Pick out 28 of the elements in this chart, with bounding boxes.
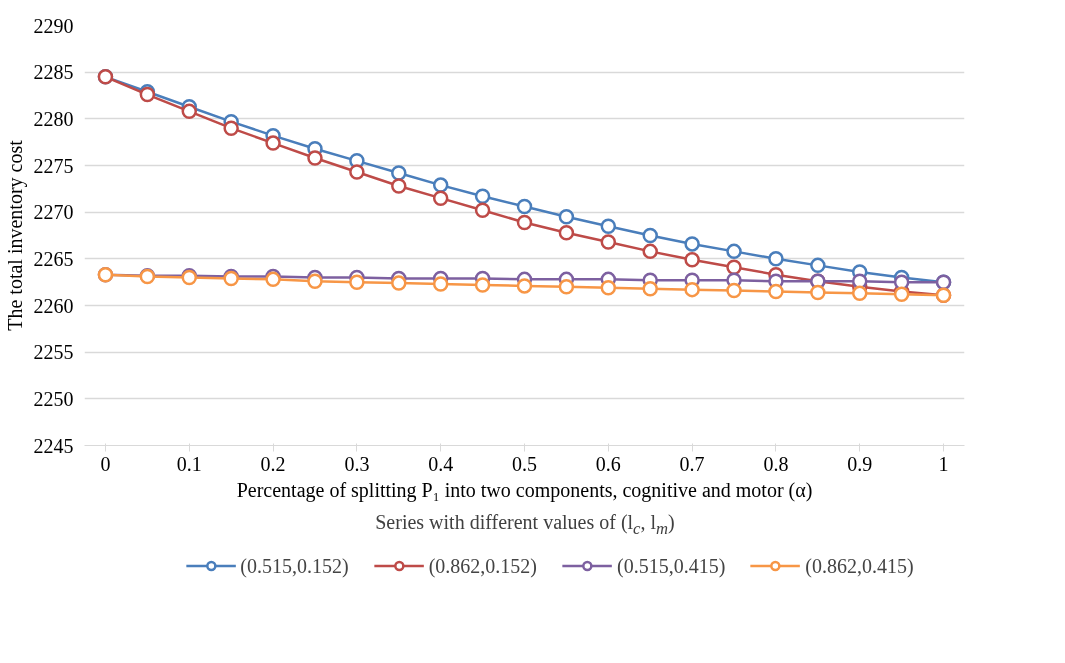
- y-axis-title: The total inventory cost: [3, 139, 27, 331]
- y-tick-label: 2265: [33, 247, 74, 270]
- legend-title: Series with different values of (l$_{c}$, l$_{m}$): [375, 510, 675, 540]
- legend-label: (0.862,0.415): [805, 554, 914, 577]
- x-tick-label: 0.4: [428, 452, 454, 475]
- x-tick-label: 0.9: [847, 452, 873, 475]
- legend-label: (0.862,0.152): [428, 554, 537, 577]
- x-tick-label: 0.1: [176, 452, 202, 475]
- y-tick-label: 2275: [33, 154, 74, 177]
- x-tick-label: 0.2: [260, 452, 286, 475]
- y-tick-label: 2260: [33, 294, 74, 317]
- y-tick-label: 2245: [33, 434, 74, 457]
- y-tick-label: 2280: [33, 107, 74, 130]
- x-tick-label: 1: [938, 452, 949, 475]
- x-tick-label: 0.5: [512, 452, 537, 475]
- y-tick-label: 2250: [33, 387, 74, 410]
- legend-label: (0.515,0.415): [617, 554, 726, 577]
- x-tick-label: 0.6: [595, 452, 621, 475]
- y-tick-label: 2270: [33, 201, 74, 224]
- y-tick-label: 2255: [33, 341, 74, 364]
- y-tick-label: 2290: [33, 14, 74, 37]
- x-tick-label: 0.7: [679, 452, 705, 475]
- x-tick-label: 0: [100, 452, 111, 475]
- y-tick-label: 2285: [33, 61, 74, 84]
- x-axis-title: Percentage of splitting P₁ into two components, cognitive and motor (α): [236, 478, 813, 502]
- legend-label: (0.515,0.152): [240, 554, 349, 577]
- x-tick-label: 0.3: [344, 452, 370, 475]
- x-tick-label: 0.8: [763, 452, 789, 475]
